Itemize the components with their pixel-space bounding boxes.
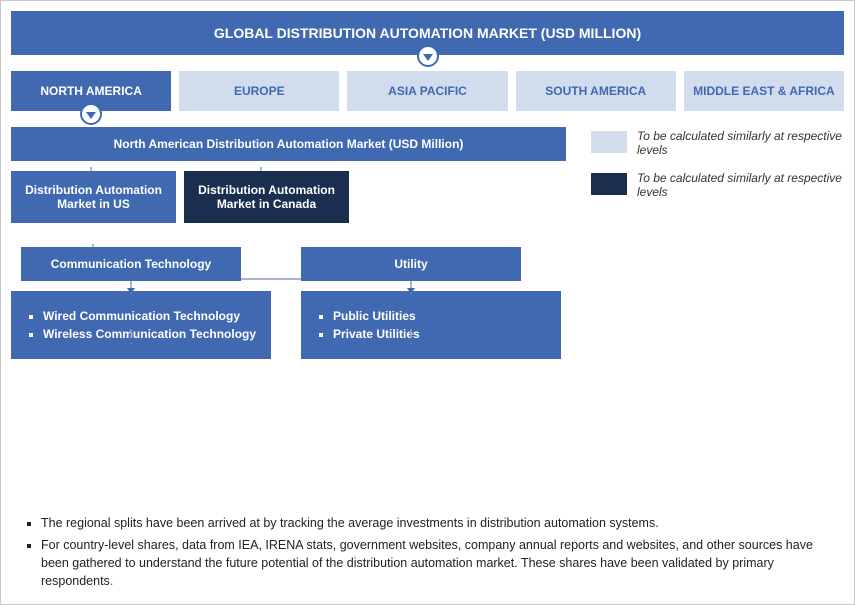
region-label: EUROPE (234, 84, 285, 98)
list-item: Private Utilities (333, 327, 549, 341)
list-row: Wired Communication Technology Wireless … (11, 281, 571, 359)
region-europe: EUROPE (179, 71, 339, 111)
title-text: GLOBAL DISTRIBUTION AUTOMATION MARKET (U… (214, 25, 641, 41)
region-middle-east-africa: MIDDLE EAST & AFRICA (684, 71, 844, 111)
region-south-america: SOUTH AMERICA (516, 71, 676, 111)
region-label: SOUTH AMERICA (545, 84, 646, 98)
region-label: NORTH AMERICA (40, 84, 142, 98)
footer-note: For country-level shares, data from IEA,… (41, 536, 830, 590)
left-column: North American Distribution Automation M… (11, 119, 571, 359)
legend-item-dark: To be calculated similarly at respective… (591, 171, 844, 199)
sub-title-text: North American Distribution Automation M… (114, 137, 464, 151)
region-north-america: NORTH AMERICA (11, 71, 171, 111)
region-asia-pacific: ASIA PACIFIC (347, 71, 507, 111)
list-item: Wireless Communication Technology (43, 327, 259, 341)
category-communication: Communication Technology (21, 247, 241, 281)
country-label: Distribution Automation Market in US (25, 183, 162, 211)
list-item: Public Utilities (333, 309, 549, 323)
footer-notes: The regional splits have been arrived at… (11, 502, 844, 595)
legend-text: To be calculated similarly at respective… (637, 171, 844, 199)
period-icon: . (110, 574, 113, 588)
legend-swatch-icon (591, 131, 627, 153)
region-label: ASIA PACIFIC (388, 84, 467, 98)
country-us: Distribution Automation Market in US (11, 171, 176, 223)
arrow-down-icon (80, 103, 102, 125)
list-communication: Wired Communication Technology Wireless … (11, 291, 271, 359)
footer-note: The regional splits have been arrived at… (41, 514, 830, 532)
category-utility: Utility (301, 247, 521, 281)
category-label: Communication Technology (51, 257, 211, 271)
country-row: Distribution Automation Market in US Dis… (11, 171, 571, 223)
legend-item-light: To be calculated similarly at respective… (591, 129, 844, 157)
content-row: North American Distribution Automation M… (11, 119, 844, 359)
category-row: Communication Technology Utility (11, 247, 571, 281)
legend-text: To be calculated similarly at respective… (637, 129, 844, 157)
region-label: MIDDLE EAST & AFRICA (693, 84, 835, 98)
country-label: Distribution Automation Market in Canada (198, 183, 335, 211)
sub-title-bar: North American Distribution Automation M… (11, 127, 566, 161)
legend-column: To be calculated similarly at respective… (591, 119, 844, 359)
category-label: Utility (394, 257, 427, 271)
country-canada: Distribution Automation Market in Canada (184, 171, 349, 223)
arrow-down-icon (417, 45, 439, 67)
diagram-container: GLOBAL DISTRIBUTION AUTOMATION MARKET (U… (0, 0, 855, 605)
list-utility: Public Utilities Private Utilities (301, 291, 561, 359)
regions-row: NORTH AMERICA EUROPE ASIA PACIFIC SOUTH … (11, 71, 844, 111)
legend-swatch-icon (591, 173, 627, 195)
list-item: Wired Communication Technology (43, 309, 259, 323)
title-bar: GLOBAL DISTRIBUTION AUTOMATION MARKET (U… (11, 11, 844, 55)
